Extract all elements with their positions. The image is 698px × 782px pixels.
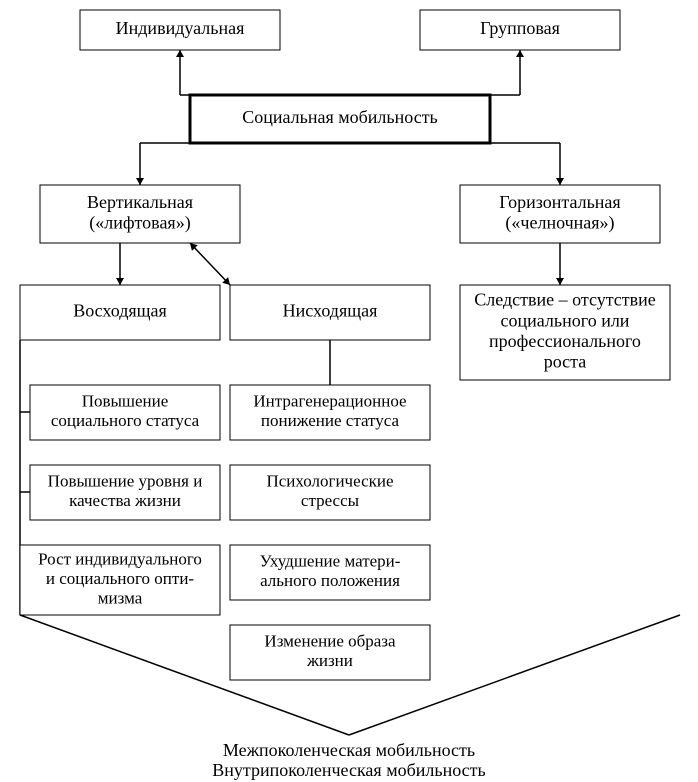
node-label: жизни [306,651,353,670]
node-desc3: Ухудшение матери-ального положения [230,545,430,600]
node-label: Повышение уровня и [48,472,203,491]
node-label: Изменение образа [264,632,396,651]
diagram-canvas: Индивидуальная Групповая Социальная мобиль… [0,0,698,782]
node-label: Следствие – отсутствие [474,290,656,310]
node-label: ального положения [260,571,400,590]
node-social: Социальная мобильность [190,95,490,143]
node-label: социального статуса [51,411,200,430]
node-desc4: Изменение образажизни [230,625,430,680]
node-label: качества жизни [69,491,181,510]
node-label: Социальная мобильность [242,107,438,127]
node-label: и социального опти- [46,569,195,588]
node-label: Ухудшение матери- [260,552,401,571]
node-label: роста [544,352,587,372]
node-label: Вертикальная [87,192,193,212]
node-label: понижение статуса [261,411,400,430]
node-ascending: Восходящая [20,285,220,340]
node-consequence: Следствие – отсутствиесоциального илипро… [460,285,670,380]
node-label: Горизонтальная [499,192,620,212]
node-label: стрессы [301,491,360,510]
node-desc2: Психологическиестрессы [230,465,430,520]
node-label: («лифтовая») [89,212,190,233]
node-label: социального или [501,310,630,330]
node-label: («челночная») [505,212,614,233]
node-label: Индивидуальная [116,18,245,38]
node-label: Психологические [266,472,393,491]
node-label: Повышение [82,392,169,411]
node-asc1: Повышениесоциального статуса [30,385,220,440]
node-desc1: Интрагенерационноепонижение статуса [230,385,430,440]
node-vertical: Вертикальная(«лифтовая») [40,185,240,243]
bottom-text: Внутрипоколенческая мобильность [212,760,485,780]
node-label: Нисходящая [283,301,378,321]
node-group: Групповая [420,10,620,50]
node-label: мизма [98,588,143,607]
node-horizontal: Горизонтальная(«челночная») [460,185,660,243]
node-asc2: Повышение уровня икачества жизни [30,465,220,520]
bottom-text: Межпоколенческая мобильность [223,740,475,760]
node-label: Интрагенерационное [253,392,406,411]
node-descending: Нисходящая [230,285,430,340]
node-label: Рост индивидуального [38,549,202,568]
node-label: Групповая [480,18,560,38]
node-label: Восходящая [73,301,167,321]
node-asc3: Рост индивидуальногои социального опти-м… [20,545,220,615]
node-individual: Индивидуальная [80,10,280,50]
node-label: профессионального [489,331,641,351]
